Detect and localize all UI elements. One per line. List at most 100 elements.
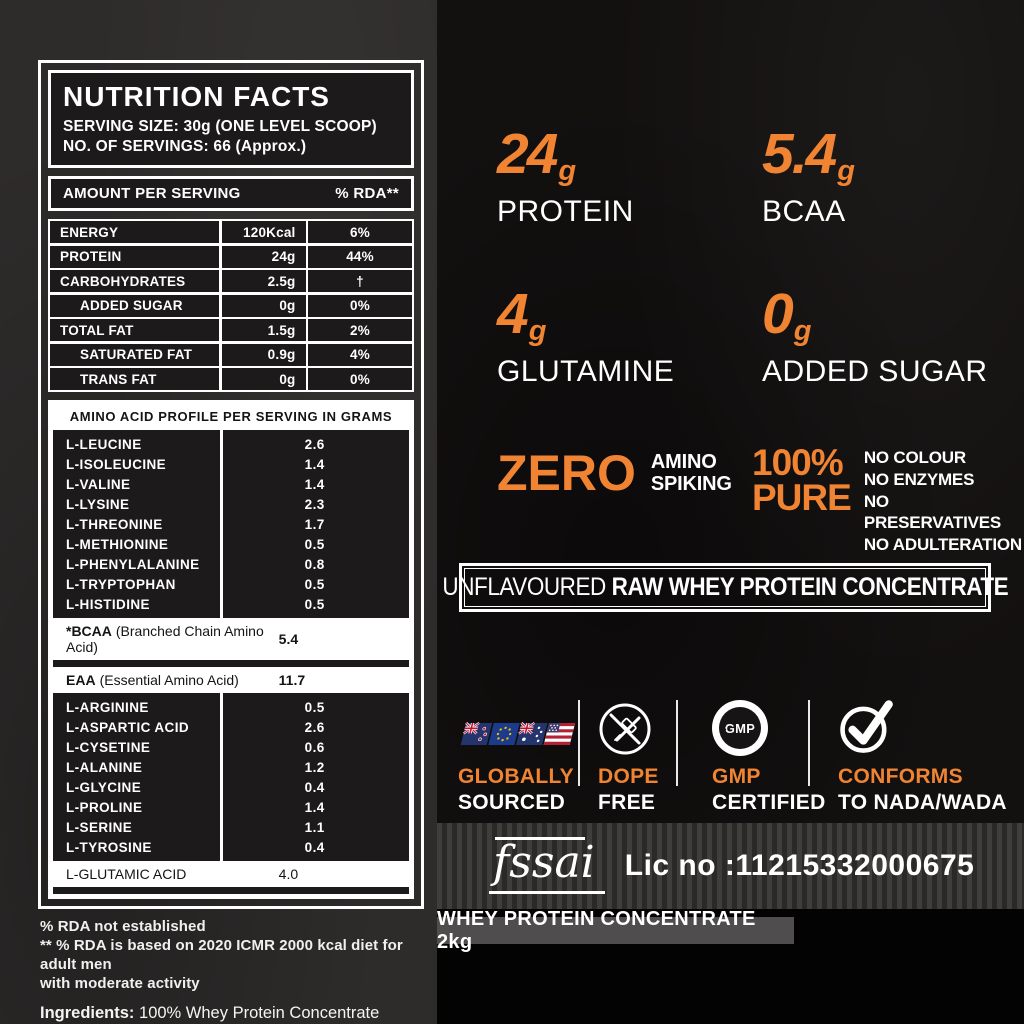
badge-line1: CONFORMS xyxy=(838,765,963,788)
table-row-rda: 0% xyxy=(308,368,412,390)
eaa-total-row: EAA (Essential Amino Acid) 11.7 xyxy=(53,667,409,693)
footnote-line: % RDA not established xyxy=(40,918,206,935)
amino-value: 2.6 xyxy=(304,436,325,452)
stat-number: 24g xyxy=(497,122,577,187)
table-row-rda: † xyxy=(308,270,412,292)
certification-badges-row: GLOBALLY SOURCED DOPE FREE xyxy=(437,694,1024,814)
table-row-value: 0.9g xyxy=(221,343,306,366)
fssai-logo: fssai xyxy=(489,836,605,894)
table-row-value: 24g xyxy=(221,245,306,268)
amino-row: L-VALINE 1.4 xyxy=(53,474,409,494)
amino-row: L-ALANINE 1.2 xyxy=(53,757,409,777)
amino-label: L-SERINE xyxy=(66,819,133,835)
bcaa-value: 5.4 xyxy=(278,631,299,647)
table-row-label: ADDED SUGAR xyxy=(50,294,219,317)
eaa-label: EAA (Essential Amino Acid) xyxy=(66,672,239,688)
nutrition-title: NUTRITION FACTS xyxy=(63,81,330,112)
amino-label: L-LYSINE xyxy=(66,496,130,512)
ingredients-text: 100% Whey Protein Concentrate Powder xyxy=(40,1003,380,1024)
table-row-rda: 2% xyxy=(308,319,412,341)
amino-value: 1.1 xyxy=(304,819,325,835)
amino-spiking-text: AMINO SPIKING xyxy=(650,450,732,495)
amino-row: L-PHENYLALANINE 0.8 xyxy=(53,554,409,574)
amino-label: L-TYROSINE xyxy=(66,839,152,855)
badge-line2: TO NADA/WADA xyxy=(838,791,1007,814)
badge-line2: CERTIFIED xyxy=(712,791,826,814)
divider xyxy=(220,430,223,618)
glutamic-acid-row: L-GLUTAMIC ACID 4.0 xyxy=(53,861,409,887)
bcaa-label: *BCAA (Branched Chain Amino Acid) xyxy=(66,623,264,655)
amino-label: L-ARGININE xyxy=(66,699,149,715)
stat-bcaa: 5.4g BCAA xyxy=(762,126,855,229)
servings-count: NO. OF SERVINGS: 66 (Approx.) xyxy=(63,138,307,155)
amino-label: L-ALANINE xyxy=(66,759,143,775)
amino-value: 0.5 xyxy=(304,699,325,715)
stat-label: GLUTAMINE xyxy=(497,355,675,388)
claim-line: NO ADULTERATION xyxy=(863,535,1022,554)
amino-row: L-TYROSINE 0.4 xyxy=(53,837,409,857)
table-row-value: 2.5g xyxy=(221,270,306,292)
table-row-label: ENERGY xyxy=(50,221,219,243)
divider xyxy=(578,700,580,786)
amino-value: 0.6 xyxy=(304,739,325,755)
nutrition-label-column: NUTRITION FACTS SERVING SIZE: 30g (ONE L… xyxy=(38,60,424,1024)
amino-row: L-PROLINE 1.4 xyxy=(53,797,409,817)
amino-value: 1.2 xyxy=(304,759,325,775)
amino-value: 2.3 xyxy=(304,496,325,512)
ingredients-line: Ingredients: 100% Whey Protein Concentra… xyxy=(38,1004,424,1024)
table-row-value: 0g xyxy=(221,294,306,317)
amino-acid-section: AMINO ACID PROFILE PER SERVING IN GRAMS … xyxy=(48,400,414,899)
product-weight-chip: WHEY PROTEIN CONCENTRATE 2kg xyxy=(437,908,794,953)
amino-table-nonessential: L-ARGININE 0.5 L-ASPARTIC ACID 2.6 L-CYSET… xyxy=(53,693,409,861)
table-row-value: 120Kcal xyxy=(221,221,306,243)
amino-label: L-HISTIDINE xyxy=(66,596,150,612)
stat-label: ADDED SUGAR xyxy=(762,355,988,388)
amino-profile-header: AMINO ACID PROFILE PER SERVING IN GRAMS xyxy=(69,409,393,424)
claim-line: NO ENZYMES xyxy=(863,469,975,489)
divider xyxy=(808,700,810,786)
badge-globally-sourced: GLOBALLY SOURCED xyxy=(458,698,580,815)
claim-line: NO COLOUR xyxy=(863,448,966,467)
amino-label: L-METHIONINE xyxy=(66,536,169,552)
footnote-line: ** % RDA is based on 2020 ICMR 2000 kcal… xyxy=(40,936,403,973)
amount-header-right: % RDA** xyxy=(335,185,399,202)
amino-row: L-TRYPTOPHAN 0.5 xyxy=(53,574,409,594)
badge-line1: GLOBALLY xyxy=(458,765,574,788)
zero-text: ZERO xyxy=(497,445,636,501)
pure-claims: NO COLOUR NO ENZYMES NO PRESERVATIVES NO… xyxy=(864,447,1024,556)
badge-dope-free: DOPE FREE xyxy=(598,698,659,815)
table-row-label: TOTAL FAT xyxy=(50,319,219,341)
pure-text: 100% PURE xyxy=(752,442,852,519)
eaa-value: 11.7 xyxy=(278,672,306,688)
amino-value: 2.6 xyxy=(304,719,325,735)
table-row-label: PROTEIN xyxy=(50,245,219,268)
amino-value: 1.4 xyxy=(304,799,325,815)
table-row-label: CARBOHYDRATES xyxy=(50,270,219,292)
amino-row: L-THREONINE 1.7 xyxy=(53,514,409,534)
amino-row: L-HISTIDINE 0.5 xyxy=(53,594,409,614)
amino-row: L-LEUCINE 2.6 xyxy=(53,434,409,454)
amino-row: L-METHIONINE 0.5 xyxy=(53,534,409,554)
amino-value: 1.7 xyxy=(304,516,325,532)
amount-header-left: AMOUNT PER SERVING xyxy=(63,185,241,202)
amino-label: L-CYSETINE xyxy=(66,739,151,755)
amino-label: L-PHENYLALANINE xyxy=(66,556,200,572)
stat-number: 4g xyxy=(497,282,547,347)
amino-row: L-CYSETINE 0.6 xyxy=(53,737,409,757)
badge-gmp-certified: GMP GMP CERTIFIED xyxy=(712,698,826,815)
badge-line2: SOURCED xyxy=(458,791,566,814)
amino-value: 1.4 xyxy=(304,456,325,472)
global-flags-icon xyxy=(458,698,580,756)
stat-added-sugar: 0g ADDED SUGAR xyxy=(762,286,988,389)
amount-table: ENERGY 120Kcal 6% PROTEIN 24g 44% CARBOH… xyxy=(48,219,414,392)
rda-footnotes: % RDA not established ** % RDA is based … xyxy=(38,918,424,994)
zero-amino-spiking: ZERO AMINO SPIKING xyxy=(497,448,732,498)
hundred-percent-pure: 100% PURE NO COLOUR NO ENZYMES NO PRESER… xyxy=(752,442,1024,556)
glutamic-value: 4.0 xyxy=(278,866,299,882)
badge-line2: FREE xyxy=(598,791,656,814)
serving-size: SERVING SIZE: 30g (ONE LEVEL SCOOP) xyxy=(63,118,377,135)
table-row-label: SATURATED FAT xyxy=(50,343,219,366)
stat-number: 0g xyxy=(762,282,812,347)
amino-value: 0.8 xyxy=(304,556,325,572)
divider xyxy=(676,700,678,786)
